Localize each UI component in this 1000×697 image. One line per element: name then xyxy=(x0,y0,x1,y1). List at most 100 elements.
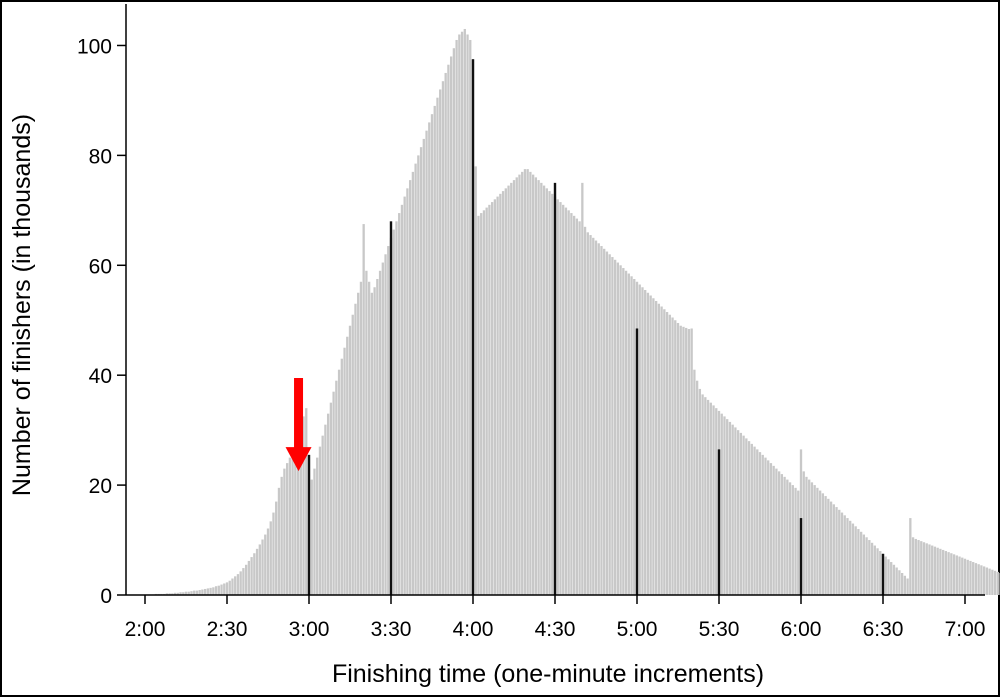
histogram-bar xyxy=(988,568,991,595)
x-axis-title: Finishing time (one-minute increments) xyxy=(332,660,764,688)
y-tick-label: 80 xyxy=(89,145,112,168)
histogram-bar xyxy=(649,295,652,595)
histogram-bar xyxy=(190,591,193,595)
histogram-bar xyxy=(887,559,890,595)
histogram-bar xyxy=(351,314,354,595)
x-tick-label: 6:30 xyxy=(863,618,904,641)
histogram-bar xyxy=(977,564,980,595)
histogram-bar xyxy=(685,327,688,595)
x-ticks: 2:00 2:30 3:00 3:30 4:00 4:30 5:00 5:30 6:00 6:30… xyxy=(125,595,985,641)
histogram-bar xyxy=(745,438,748,595)
histogram-bar xyxy=(463,28,466,596)
histogram-bar xyxy=(892,564,896,595)
histogram-bar xyxy=(873,545,876,595)
histogram-bar xyxy=(346,336,349,595)
histogram-bar xyxy=(941,549,945,595)
histogram-bar xyxy=(449,56,453,596)
histogram-bar xyxy=(193,590,196,595)
histogram-bar xyxy=(280,476,283,595)
histogram-bar xyxy=(638,284,641,595)
histogram-bar xyxy=(275,501,278,595)
histogram-bar xyxy=(750,443,753,595)
histogram-bar xyxy=(594,240,598,595)
histogram-bar xyxy=(206,588,210,595)
histogram-bar xyxy=(460,31,464,596)
histogram-bar xyxy=(428,122,431,595)
histogram-bar xyxy=(764,457,767,595)
histogram-bar xyxy=(296,432,300,595)
histogram-bar xyxy=(933,546,937,595)
histogram-bar xyxy=(231,578,234,595)
x-tick-label: 4:00 xyxy=(453,618,494,641)
x-tick-label: 2:00 xyxy=(125,618,166,641)
histogram-bar xyxy=(742,435,745,595)
histogram-bar xyxy=(321,435,324,595)
histogram-bar xyxy=(452,48,456,596)
highlighted-bar xyxy=(717,449,721,595)
histogram-bar xyxy=(898,570,901,595)
histogram-bar xyxy=(542,185,546,595)
histogram-bar xyxy=(652,298,655,595)
histogram-bar xyxy=(936,547,939,595)
histogram-bar xyxy=(507,185,510,595)
histogram-bar xyxy=(980,565,983,595)
histogram-bar xyxy=(496,196,499,595)
histogram-bar xyxy=(288,457,292,595)
histogram-bar xyxy=(788,482,792,595)
histogram-bar xyxy=(619,265,622,595)
histogram-bar xyxy=(660,306,663,595)
histogram-bar xyxy=(239,571,242,595)
histogram-bar xyxy=(247,560,251,595)
histogram-bar xyxy=(928,544,931,595)
histogram-bar xyxy=(395,221,398,595)
histogram-bar xyxy=(414,163,417,595)
histogram-bar xyxy=(668,314,671,595)
histogram-bar xyxy=(674,320,677,595)
histogram-bar xyxy=(433,105,436,596)
histogram-bar xyxy=(608,254,611,596)
histogram-bar xyxy=(671,317,674,595)
histogram-bar xyxy=(332,391,335,595)
histogram-bar xyxy=(305,408,308,595)
histogram-bar xyxy=(641,287,644,595)
histogram-bar xyxy=(843,515,846,595)
histogram-bar xyxy=(272,512,275,595)
histogram-bar xyxy=(644,290,647,595)
histogram-bar xyxy=(972,562,975,595)
highlighted-bars-layer xyxy=(307,59,885,596)
histogram-bar xyxy=(430,114,434,596)
histogram-bar xyxy=(690,328,693,595)
histogram-bar xyxy=(316,457,319,595)
histogram-bar xyxy=(600,246,603,596)
histogram-bar xyxy=(570,213,573,595)
histogram-bar xyxy=(523,169,527,595)
histogram-bar xyxy=(168,593,171,595)
histogram-bar xyxy=(783,476,786,595)
histogram-bar xyxy=(482,210,486,595)
histogram-bar xyxy=(810,482,814,595)
histogram-bar xyxy=(832,504,835,595)
histogram-bar xyxy=(572,215,576,595)
histogram-bar xyxy=(687,329,691,595)
histogram-bar xyxy=(340,358,343,595)
histogram-bar xyxy=(171,593,174,595)
histogram-bar xyxy=(777,471,781,595)
highlighted-bar xyxy=(389,221,393,595)
histogram-bar xyxy=(381,262,384,595)
histogram-bar xyxy=(466,34,469,596)
histogram-bar xyxy=(772,465,775,595)
histogram-bar xyxy=(439,89,442,595)
histogram-bar xyxy=(324,424,327,595)
histogram-bar xyxy=(258,544,261,595)
histogram-bar xyxy=(477,215,480,595)
histogram-bar xyxy=(534,177,538,596)
histogram-bar xyxy=(359,281,363,595)
histogram-bar xyxy=(173,592,177,595)
histogram-bar xyxy=(343,347,346,595)
histogram-bar xyxy=(313,468,316,595)
histogram-bar xyxy=(583,226,587,595)
y-ticks: 0 20 40 60 80 100 xyxy=(77,35,126,608)
x-tick-label: 5:30 xyxy=(699,618,740,641)
histogram-bar xyxy=(775,468,778,595)
histogram-bar xyxy=(701,394,704,595)
